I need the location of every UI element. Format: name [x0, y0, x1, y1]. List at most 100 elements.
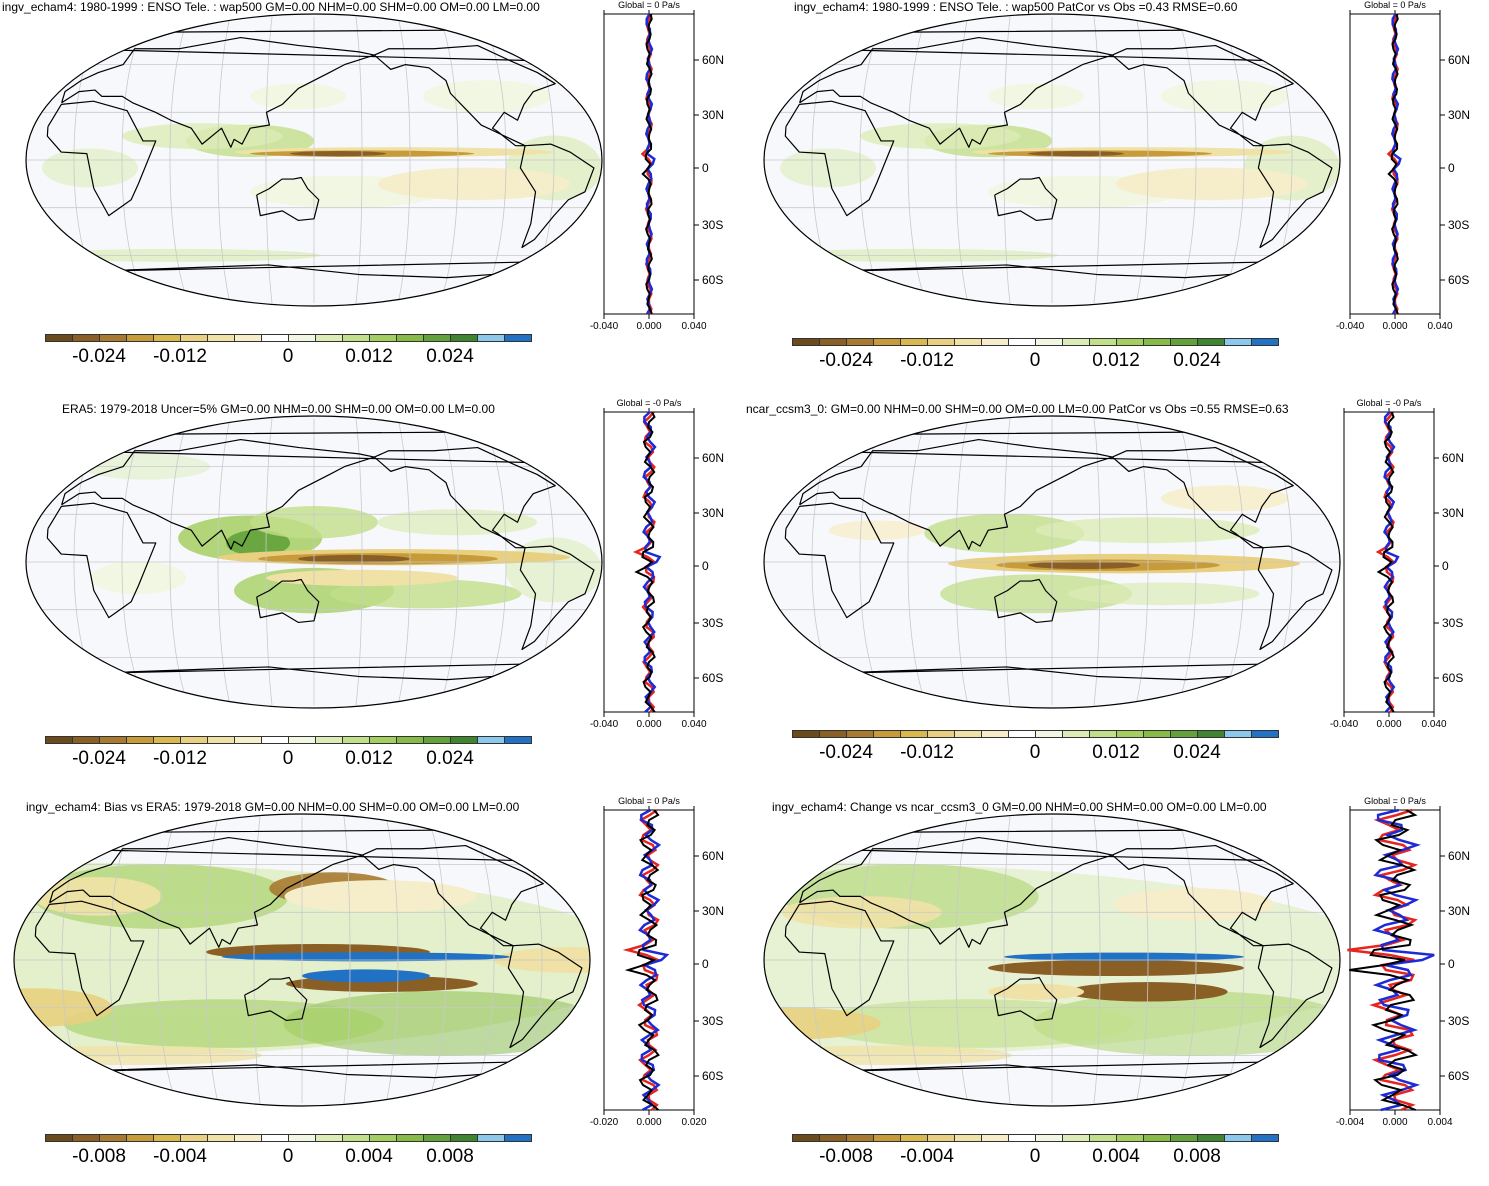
colorbar-swatch — [315, 334, 343, 342]
profile-lat-label: 0 — [702, 161, 709, 175]
colorbar-swatch — [153, 1134, 181, 1142]
panel-title: ERA5: 1979-2018 Uncer=5% GM=0.00 NHM=0.0… — [62, 402, 495, 416]
profile-lat-label: 30N — [702, 904, 725, 918]
profile-lat-label: 60S — [1448, 273, 1470, 287]
profile-lat-label: 60N — [1442, 451, 1465, 465]
colorbar-swatch — [99, 1134, 127, 1142]
colorbar-swatch — [1008, 1134, 1036, 1142]
profile-lat-label: 0 — [1448, 161, 1455, 175]
colorbar-swatch — [927, 730, 955, 738]
profile-x-tick: 0.040 — [1427, 321, 1453, 332]
colorbar-swatch — [180, 334, 208, 342]
colorbar-tick-label: 0 — [1029, 742, 1041, 763]
colorbar-swatch — [45, 334, 73, 342]
colorbar-swatch — [369, 1134, 397, 1142]
colorbar-swatch — [261, 334, 289, 342]
colorbar-swatch — [1197, 1134, 1225, 1142]
profile-lat-label: 30S — [702, 616, 724, 630]
colorbar-swatch — [477, 334, 505, 342]
zonal-mean-profile: Global = -0 Pa/s 60N 30N 0 30S 60S -0.040 0.000… — [590, 398, 730, 738]
colorbar-swatch — [819, 1134, 847, 1142]
colorbar-swatch — [288, 1134, 316, 1142]
profile-x-tick: -0.020 — [589, 1117, 619, 1128]
colorbar-swatch — [207, 736, 235, 744]
colorbar-tick-label: -0.008 — [819, 1146, 873, 1167]
colorbar-swatch — [846, 1134, 874, 1142]
colorbar-swatch — [819, 730, 847, 738]
profile-lat-label: 60S — [702, 273, 724, 287]
colorbar-swatch — [423, 334, 451, 342]
zonal-mean-profile: Global = -0 Pa/s 60N 30N 0 30S 60S -0.040 0.000… — [1330, 398, 1470, 738]
colorbar-tick-label: -0.012 — [153, 346, 207, 367]
colorbar-swatch — [72, 736, 100, 744]
colorbar-swatch — [450, 736, 478, 744]
colorbar-swatch — [126, 736, 154, 744]
colorbar-swatch — [954, 730, 982, 738]
colorbar-swatch — [1251, 1134, 1279, 1142]
colorbar-swatch — [396, 736, 424, 744]
colorbar-swatch — [45, 1134, 73, 1142]
colorbar-swatch — [981, 338, 1009, 346]
profile-global-label: Global = 0 Pa/s — [618, 0, 680, 10]
colorbar-swatch — [846, 338, 874, 346]
panel-title: ingv_echam4: 1980-1999 : ENSO Tele. : wa… — [794, 0, 1238, 14]
colorbar-swatch — [315, 736, 343, 744]
colorbar-tick-label: 0.012 — [345, 748, 393, 769]
colorbar-tick-label: 0 — [282, 748, 294, 769]
zonal-mean-profile: Global = 0 Pa/s 60N 30N 0 30S 60S -0.040 0.000 0… — [1336, 0, 1476, 340]
profile-x-tick: 0.040 — [1421, 719, 1447, 730]
profile-x-tick: 0.000 — [636, 321, 662, 332]
colorbar: -0.024 -0.012 0 0.012 0.024 — [45, 334, 532, 374]
profile-lat-label: 60S — [702, 1069, 724, 1083]
colorbar-tick-label: 0 — [1029, 1146, 1041, 1167]
panel-change: ingv_echam4: Change vs ncar_ccsm3_0 GM=0… — [746, 796, 1489, 1186]
panel-title: ncar_ccsm3_0: GM=0.00 NHM=0.00 SHM=0.00 … — [746, 402, 1289, 416]
colorbar-swatch — [792, 730, 820, 738]
profile-lat-label: 60S — [702, 671, 724, 685]
colorbar-swatch — [873, 730, 901, 738]
profile-lat-label: 60N — [702, 849, 725, 863]
colorbar-swatch — [1224, 730, 1252, 738]
colorbar-swatch — [954, 1134, 982, 1142]
colorbar-swatch — [126, 1134, 154, 1142]
colorbar-tick-label: -0.004 — [153, 1146, 207, 1167]
profile-lat-label: 60N — [1448, 53, 1471, 67]
profile-x-tick: -0.040 — [589, 719, 619, 730]
profile-lat-label: 0 — [702, 957, 709, 971]
colorbar-tick-label: 0.024 — [426, 346, 474, 367]
colorbar-swatch — [477, 736, 505, 744]
colorbar-swatch — [1224, 1134, 1252, 1142]
profile-lat-label: 30S — [1448, 1014, 1470, 1028]
colorbar-swatch — [981, 1134, 1009, 1142]
profile-lat-label: 30N — [1448, 108, 1471, 122]
colorbar-swatch — [792, 1134, 820, 1142]
profile-lat-label: 30N — [1442, 506, 1465, 520]
profile-lat-label: 30N — [702, 506, 725, 520]
colorbar-tick-label: -0.024 — [72, 346, 126, 367]
colorbar-swatch — [1116, 338, 1144, 346]
colorbar-swatch — [396, 1134, 424, 1142]
colorbar-swatch — [369, 736, 397, 744]
panel-title: ingv_echam4: 1980-1999 : ENSO Tele. : wa… — [2, 0, 540, 14]
colorbar-swatch — [450, 334, 478, 342]
profile-lat-label: 30S — [1442, 616, 1464, 630]
colorbar-tick-label: 0.012 — [1092, 350, 1140, 371]
colorbar-swatch — [261, 1134, 289, 1142]
profile-x-tick: 0.000 — [636, 1117, 662, 1128]
colorbar-swatch — [1008, 730, 1036, 738]
colorbar-swatch — [45, 736, 73, 744]
zonal-mean-profile: Global = 0 Pa/s 60N 30N 0 30S 60S -0.020 0.000 0… — [590, 796, 730, 1136]
colorbar-tick-label: 0.004 — [345, 1146, 393, 1167]
robinson-map — [22, 412, 606, 717]
colorbar-swatch — [504, 1134, 532, 1142]
colorbar: -0.008 -0.004 0 0.004 0.008 — [45, 1134, 532, 1174]
colorbar-swatch — [450, 1134, 478, 1142]
profile-x-tick: -0.040 — [589, 321, 619, 332]
colorbar-tick-label: 0.008 — [426, 1146, 474, 1167]
colorbar-swatch — [1008, 338, 1036, 346]
robinson-map — [760, 10, 1344, 315]
colorbar-swatch — [342, 736, 370, 744]
panel-bias: ingv_echam4: Bias vs ERA5: 1979-2018 GM=… — [0, 796, 744, 1186]
profile-global-label: Global = 0 Pa/s — [1364, 0, 1426, 10]
colorbar-swatch — [153, 334, 181, 342]
